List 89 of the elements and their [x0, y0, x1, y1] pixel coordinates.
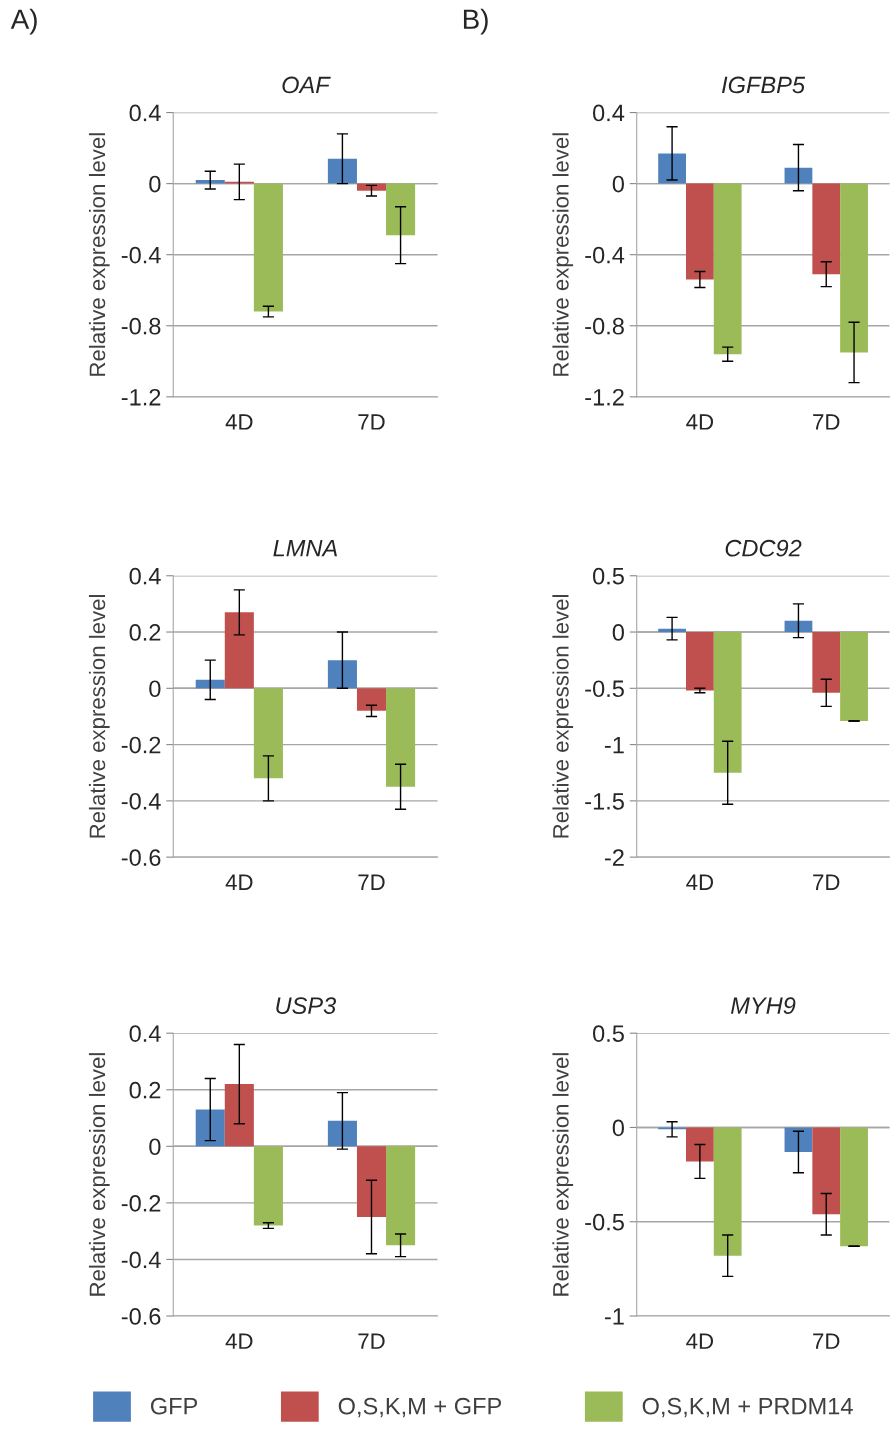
y-tick-label: -1 — [604, 1308, 624, 1325]
chart-title: LMNA — [273, 540, 337, 557]
bar — [386, 688, 416, 787]
bar — [253, 1146, 283, 1226]
bar — [784, 167, 813, 184]
x-tick-label: 4D — [686, 1333, 714, 1349]
y-tick-label: -0.4 — [121, 246, 161, 264]
chart-title: OAF — [282, 76, 331, 94]
y-tick-label: -0.4 — [121, 1251, 161, 1269]
y-tick-label: -2 — [604, 849, 624, 866]
bar — [356, 688, 387, 711]
bar — [327, 1120, 357, 1147]
x-tick-label: 7D — [358, 1333, 385, 1349]
y-axis-title: Relative expression level — [88, 1053, 110, 1296]
y-tick-label: -0.2 — [121, 1194, 161, 1212]
x-tick-label: 4D — [225, 414, 253, 430]
y-tick-label: 0 — [612, 175, 624, 193]
bar — [253, 688, 283, 779]
bar — [784, 620, 813, 633]
y-tick-label: 0.4 — [129, 567, 161, 585]
x-tick-label: 7D — [358, 874, 385, 890]
y-tick-label: 0 — [612, 1119, 624, 1137]
y-tick-label: 0.2 — [129, 1081, 161, 1099]
bar — [685, 632, 714, 691]
chart-title: USP3 — [276, 997, 337, 1014]
chart-title: MYH9 — [731, 997, 796, 1014]
bar — [812, 632, 841, 693]
bar — [386, 1146, 416, 1246]
x-tick-label: 4D — [225, 1333, 253, 1349]
y-axis-title: Relative expression level — [88, 133, 110, 376]
chart-title: IGFBP5 — [722, 76, 806, 94]
x-tick-label: 7D — [813, 1333, 840, 1349]
bar — [658, 153, 686, 184]
y-tick-label: 0 — [149, 175, 161, 193]
y-tick-label: 0.4 — [129, 104, 161, 122]
y-tick-label: -1.2 — [121, 388, 161, 406]
bar — [713, 632, 742, 773]
x-tick-label: 7D — [813, 874, 840, 890]
y-tick-label: -1 — [604, 736, 624, 754]
y-axis-title: Relative expression level — [552, 595, 574, 838]
bar — [224, 1084, 254, 1147]
y-tick-label: 0.4 — [593, 104, 625, 122]
y-tick-label: -0.5 — [585, 1213, 624, 1231]
bar — [685, 183, 714, 280]
legend-label: O,S,K,M + PRDM14 — [642, 1397, 853, 1418]
y-axis-title: Relative expression level — [552, 1053, 574, 1296]
y-tick-label: -0.2 — [121, 736, 161, 754]
legend-label: O,S,K,M + GFP — [338, 1397, 502, 1418]
bar — [195, 180, 225, 184]
x-tick-label: 4D — [686, 414, 714, 430]
y-tick-label: -1.5 — [585, 793, 624, 810]
bar — [327, 158, 357, 184]
y-tick-label: -0.4 — [121, 792, 161, 810]
y-tick-label: -0.8 — [121, 317, 161, 335]
y-tick-label: 0 — [612, 624, 624, 641]
y-axis-title: Relative expression level — [552, 133, 574, 376]
bar — [840, 632, 868, 721]
y-tick-label: 0.5 — [593, 567, 624, 585]
chart-title: CDC92 — [725, 539, 802, 557]
bar — [386, 183, 416, 236]
bar — [356, 183, 387, 191]
bar — [327, 660, 357, 689]
bar — [195, 1109, 225, 1147]
x-tick-label: 4D — [225, 874, 253, 890]
y-axis-title: Relative expression level — [88, 595, 110, 838]
y-tick-label: 0 — [149, 680, 161, 698]
y-tick-label: 0 — [149, 1138, 161, 1156]
bar — [253, 183, 283, 312]
y-tick-label: 0.4 — [129, 1025, 161, 1042]
y-tick-label: -0.4 — [585, 246, 625, 264]
y-tick-label: 0.2 — [129, 624, 161, 641]
bar — [812, 183, 841, 275]
bar — [224, 612, 254, 689]
x-tick-label: 4D — [686, 874, 714, 890]
text: A) — [10, 8, 37, 35]
y-tick-label: -1.2 — [585, 388, 624, 406]
bar — [840, 183, 868, 353]
legend-label: GFP — [150, 1397, 198, 1415]
y-tick-label: -0.6 — [121, 1308, 161, 1325]
y-tick-label: -0.6 — [121, 849, 161, 866]
bar — [195, 679, 225, 689]
bar — [713, 183, 742, 355]
y-tick-label: 0.5 — [593, 1025, 624, 1042]
y-tick-label: -0.8 — [585, 317, 624, 335]
x-tick-label: 7D — [813, 414, 840, 430]
x-tick-label: 7D — [358, 414, 385, 430]
y-tick-label: -0.5 — [585, 680, 624, 698]
text: B) — [463, 8, 488, 35]
bar — [356, 1146, 387, 1218]
